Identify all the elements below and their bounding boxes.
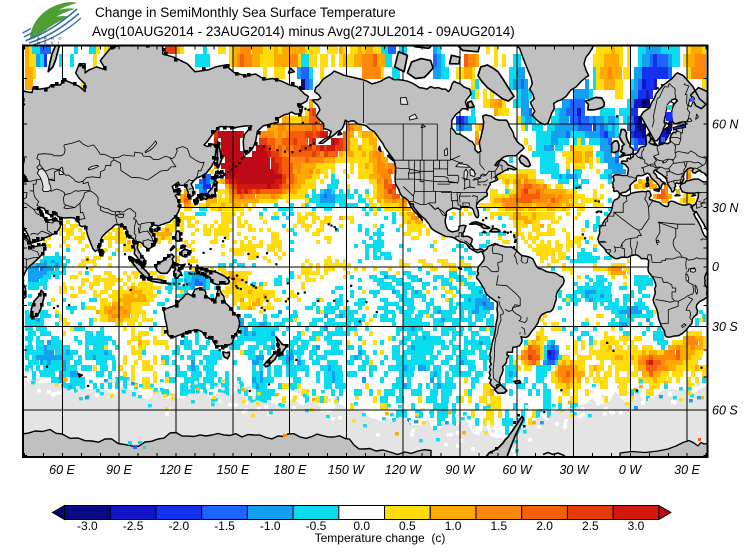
svg-text:0 W: 0 W: [619, 463, 642, 477]
svg-text:-2.0: -2.0: [168, 519, 189, 533]
svg-text:-3.0: -3.0: [77, 519, 98, 533]
svg-text:90 E: 90 E: [106, 463, 132, 477]
svg-text:30 S: 30 S: [712, 320, 738, 334]
svg-text:150 E: 150 E: [217, 463, 250, 477]
svg-text:Change in SemiMonthly Sea Surf: Change in SemiMonthly Sea Surface Temper…: [95, 5, 396, 20]
svg-text:30 N: 30 N: [712, 201, 739, 215]
svg-text:30 E: 30 E: [674, 463, 700, 477]
svg-text:120 E: 120 E: [160, 463, 193, 477]
svg-text:1.5: 1.5: [490, 519, 507, 533]
svg-text:90 W: 90 W: [445, 463, 475, 477]
svg-text:150 W: 150 W: [328, 463, 365, 477]
svg-text:0: 0: [712, 260, 719, 274]
svg-text:2.5: 2.5: [582, 519, 599, 533]
svg-text:60 S: 60 S: [712, 404, 738, 418]
svg-text:60 E: 60 E: [49, 463, 75, 477]
svg-text:Temperature change (c): Temperature change (c): [315, 531, 446, 545]
svg-text:-0.5: -0.5: [306, 519, 327, 533]
svg-text:2.0: 2.0: [536, 519, 553, 533]
svg-text:Avg(10AUG2014 - 23AUG2014) min: Avg(10AUG2014 - 23AUG2014) minus Avg(27J…: [92, 24, 515, 39]
svg-text:3.0: 3.0: [628, 519, 645, 533]
svg-text:0.5: 0.5: [399, 519, 416, 533]
svg-text:120 W: 120 W: [385, 463, 422, 477]
svg-text:30 W: 30 W: [559, 463, 589, 477]
svg-text:N A V I: N A V I: [37, 40, 60, 45]
svg-text:-1.0: -1.0: [260, 519, 281, 533]
svg-text:A R G O: A R G O: [37, 36, 63, 41]
svg-text:-1.5: -1.5: [214, 519, 235, 533]
svg-text:-2.5: -2.5: [123, 519, 144, 533]
svg-text:180 E: 180 E: [274, 463, 307, 477]
svg-text:60 W: 60 W: [502, 463, 532, 477]
svg-text:60 N: 60 N: [712, 118, 739, 132]
svg-text:1.0: 1.0: [445, 519, 462, 533]
svg-text:0.0: 0.0: [353, 519, 370, 533]
